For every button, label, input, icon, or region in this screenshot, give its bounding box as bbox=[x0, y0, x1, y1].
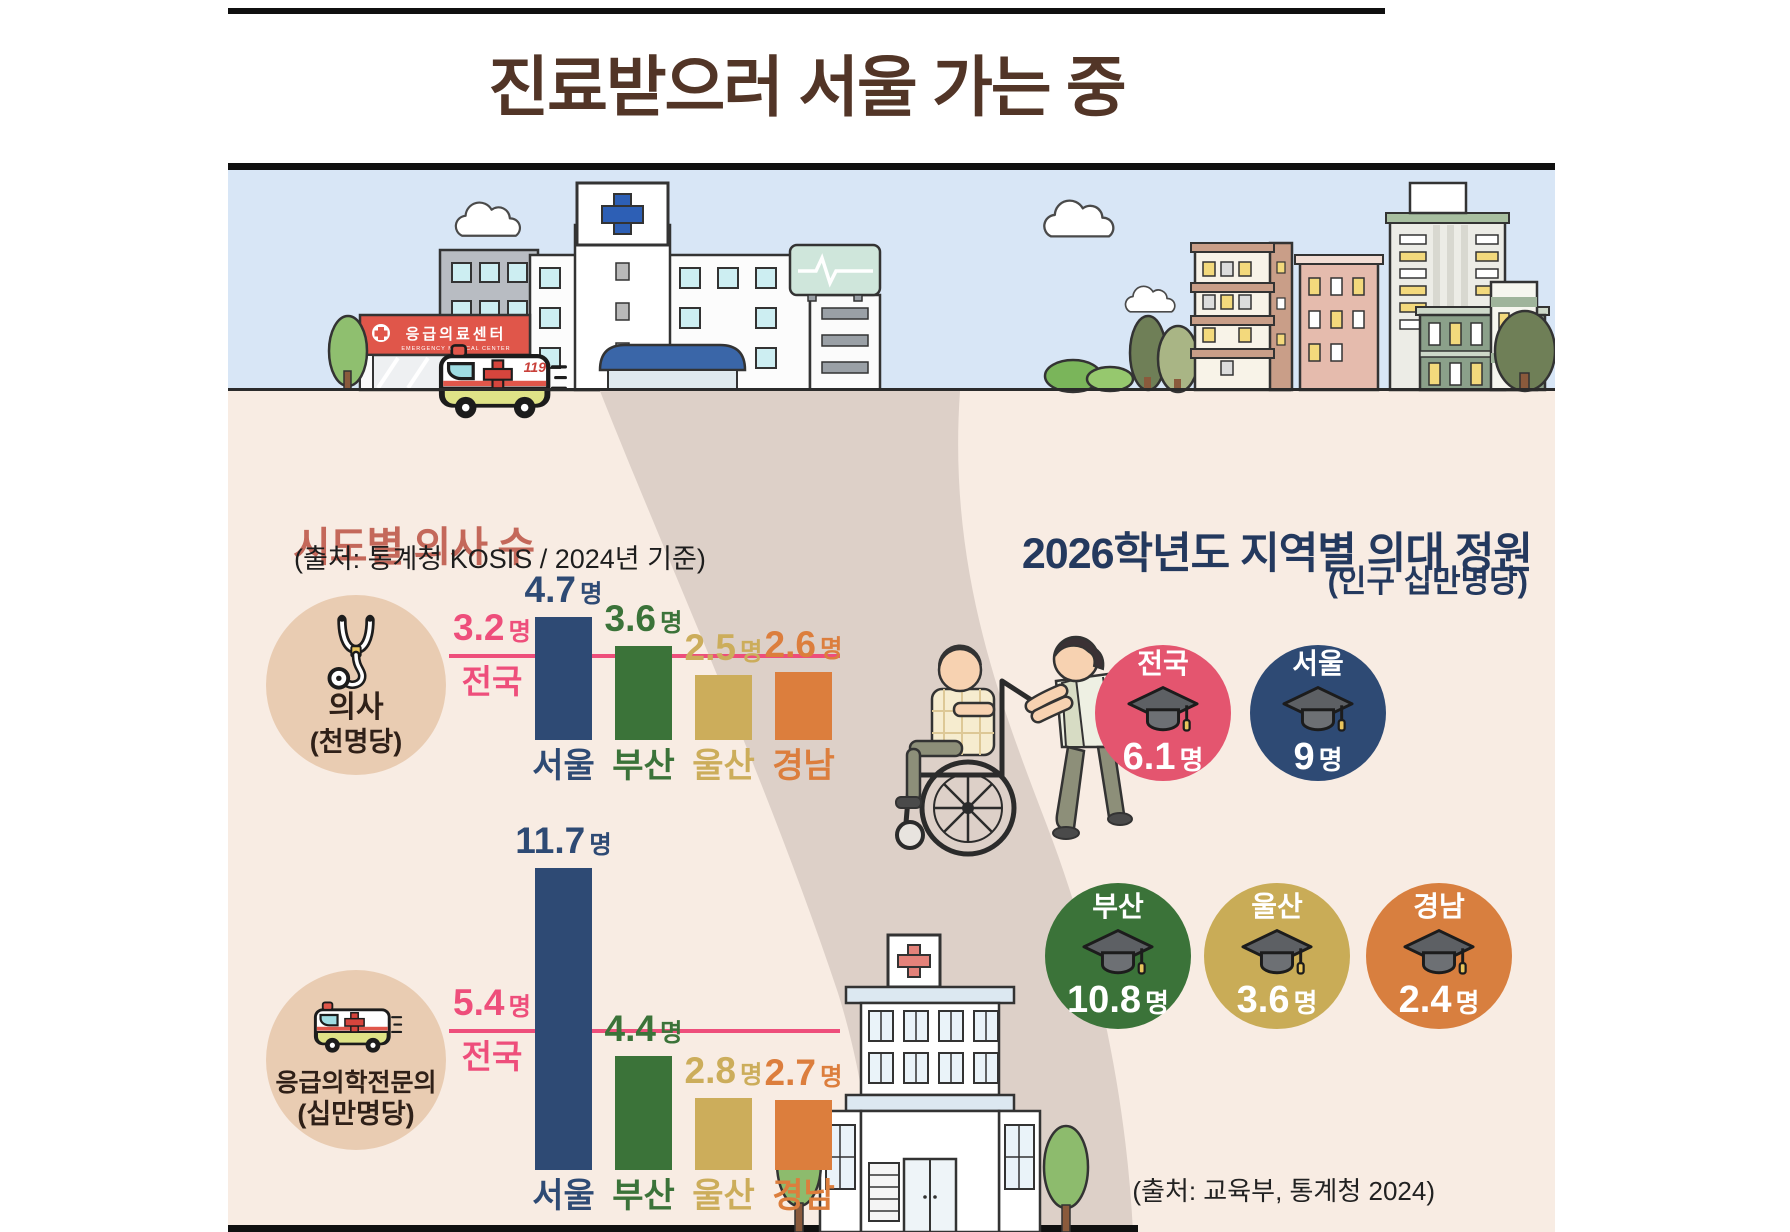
scene-panel: 응급의료센터 EMERGENCY MEDICAL CENTER bbox=[228, 163, 1555, 1232]
bar bbox=[535, 616, 592, 740]
bar bbox=[695, 1097, 752, 1170]
national-value-label: 5.4 명 bbox=[453, 981, 531, 1023]
ambulance-number-text: 119 bbox=[524, 359, 547, 375]
bar bbox=[615, 1056, 672, 1170]
bar bbox=[775, 671, 832, 740]
bar bbox=[695, 674, 752, 740]
stethoscope-icon bbox=[308, 612, 404, 690]
graduation-cap-icon bbox=[1126, 683, 1200, 735]
bush-icon bbox=[1043, 358, 1135, 394]
quota-circle: 울산 3.6 명 bbox=[1204, 883, 1350, 1029]
tree-icon bbox=[1042, 1124, 1090, 1232]
bar-value-label: 2.7 명 bbox=[764, 1052, 843, 1094]
bar-region-label: 부산 bbox=[612, 1177, 675, 1215]
ambulance-icon bbox=[308, 990, 404, 1068]
quota-region-label: 부산 bbox=[1092, 891, 1144, 922]
graduation-cap-icon bbox=[1281, 683, 1355, 735]
quota-value-label: 10.8 명 bbox=[1067, 979, 1169, 1021]
quota-region-label: 울산 bbox=[1251, 891, 1303, 922]
clinic-illustration bbox=[775, 933, 1090, 1232]
quota-value-label: 6.1 명 bbox=[1122, 736, 1204, 778]
page-title: 진료받으러 서울 가는 중 bbox=[488, 50, 1126, 124]
bar-region-label: 경남 bbox=[772, 1177, 835, 1215]
wheelchair-illustration bbox=[895, 635, 1133, 857]
scene-illustration: 응급의료센터 EMERGENCY MEDICAL CENTER bbox=[228, 163, 1555, 1232]
quota-value-label: 3.6 명 bbox=[1236, 979, 1318, 1021]
bar-value-label: 2.5 명 bbox=[684, 626, 763, 668]
panel-top-border bbox=[228, 163, 1555, 170]
quota-region-label: 경남 bbox=[1413, 891, 1465, 922]
emergency-sign-text: 응급의료센터 bbox=[406, 325, 507, 343]
bar bbox=[775, 1100, 832, 1170]
graduation-cap-icon bbox=[1081, 926, 1155, 978]
bar-region-label: 서울 bbox=[532, 1177, 595, 1215]
top-divider bbox=[228, 8, 1385, 14]
chart-icon-badge: 의사 (천명당) bbox=[266, 595, 446, 775]
graduation-cap-icon bbox=[1402, 926, 1476, 978]
quota-section-title: 2026학년도 지역별 의대 정원 bbox=[1021, 529, 1533, 578]
bar-region-label: 울산 bbox=[692, 1177, 755, 1215]
graduation-cap-icon bbox=[1240, 926, 1314, 978]
bar bbox=[535, 868, 592, 1170]
panel-bottom-border bbox=[228, 1225, 1138, 1232]
quota-circle: 부산 10.8 명 bbox=[1045, 883, 1191, 1029]
bar-region-label: 부산 bbox=[612, 747, 675, 785]
quota-region-label: 서울 bbox=[1292, 648, 1344, 679]
city-illustration bbox=[1128, 181, 1555, 394]
ambulance-illustration: 119 bbox=[441, 345, 565, 418]
quota-circle: 전국 6.1 명 bbox=[1095, 645, 1231, 781]
quota-region-label: 전국 bbox=[1137, 648, 1189, 679]
bar-value-label: 3.6 명 bbox=[604, 597, 683, 639]
national-region-label: 전국 bbox=[461, 663, 523, 701]
bar-value-label: 4.7 명 bbox=[524, 568, 603, 610]
quota-circle: 서울 9 명 bbox=[1250, 645, 1386, 781]
bar-value-label: 2.6 명 bbox=[764, 623, 843, 665]
chart-icon-badge: 응급의학전문의 (십만명당) bbox=[266, 970, 446, 1150]
doctors-section-title: 시도별 의사 수 bbox=[293, 524, 535, 571]
bar-region-label: 울산 bbox=[692, 747, 755, 785]
bar-region-label: 경남 bbox=[772, 747, 835, 785]
heart-monitor-sign bbox=[788, 243, 882, 302]
hospital-cross-icon bbox=[601, 193, 644, 235]
national-average-line bbox=[449, 1028, 840, 1033]
quota-value-label: 2.4 명 bbox=[1398, 979, 1480, 1021]
data-overlay: 시도별 의사 수 (출처: 통계청 KOSIS / 2024년 기준) 의사 (천… bbox=[228, 163, 1555, 1232]
horizon-line bbox=[228, 388, 1555, 391]
quota-circle: 경남 2.4 명 bbox=[1366, 883, 1512, 1029]
bar-value-label: 2.8 명 bbox=[684, 1049, 763, 1091]
bar-region-label: 서울 bbox=[532, 747, 595, 785]
bar-value-label: 11.7 명 bbox=[515, 820, 612, 862]
bar-value-label: 4.4 명 bbox=[604, 1008, 683, 1050]
national-region-label: 전국 bbox=[461, 1037, 523, 1075]
tree-icon bbox=[327, 314, 369, 391]
bar bbox=[615, 645, 672, 740]
quota-section-source: (출처: 교육부, 통계청 2024) bbox=[1132, 1176, 1435, 1206]
doctors-section-source: (출처: 통계청 KOSIS / 2024년 기준) bbox=[294, 544, 706, 574]
national-value-label: 3.2 명 bbox=[453, 607, 531, 649]
quota-section-subtitle: (인구 십만명당) bbox=[1327, 564, 1528, 599]
